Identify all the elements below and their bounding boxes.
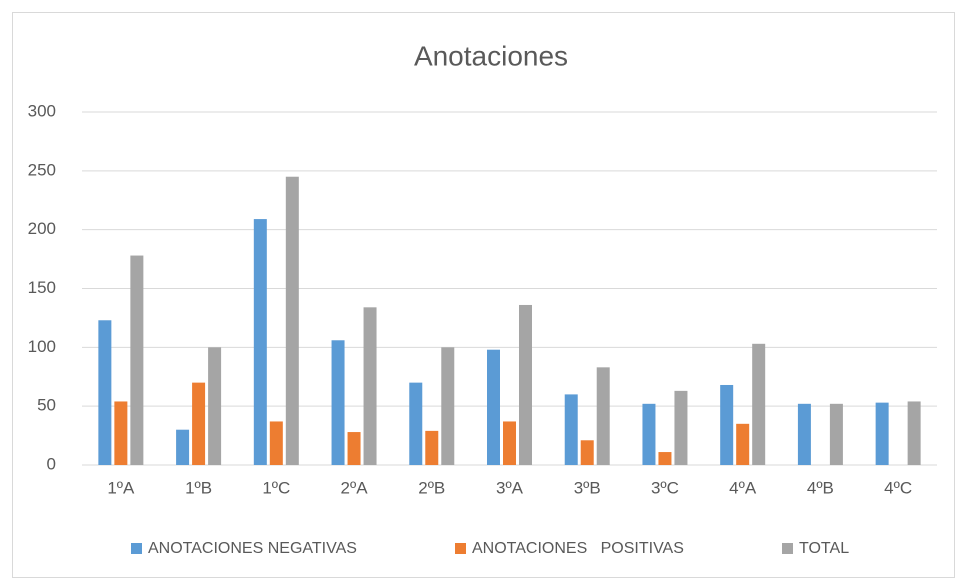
bar [176, 429, 190, 465]
x-tick-label: 1ºA [107, 478, 135, 497]
bar [347, 432, 361, 465]
legend-swatch [782, 543, 793, 554]
bar [519, 304, 532, 465]
bar [564, 394, 578, 465]
bar [331, 340, 345, 465]
y-tick-label: 250 [28, 160, 56, 179]
bar [596, 367, 610, 465]
bar [98, 320, 112, 465]
bar [720, 384, 734, 465]
x-tick-label: 3ºA [496, 478, 524, 497]
chart-title: Anotaciones [414, 40, 568, 71]
bar [425, 430, 439, 465]
x-tick-label: 3ºB [574, 478, 601, 497]
x-tick-label: 2ºA [341, 478, 369, 497]
bar [797, 403, 811, 465]
bar [580, 440, 594, 465]
y-tick-label: 150 [28, 278, 56, 297]
bar [829, 403, 843, 465]
legend-label: ANOTACIONES NEGATIVAS [148, 540, 357, 557]
bar [487, 349, 500, 465]
x-tick-label: 1ºC [262, 478, 290, 497]
x-tick-label: 2ºB [418, 478, 445, 497]
bar [674, 390, 688, 465]
x-tick-label: 1ºB [185, 478, 212, 497]
chart-frame [12, 12, 955, 578]
legend-label: ANOTACIONES POSITIVAS [472, 540, 684, 557]
bar [363, 307, 377, 465]
x-tick-label: 4ºA [729, 478, 757, 497]
bar [907, 401, 921, 465]
x-tick-label: 4ºC [884, 478, 912, 497]
legend-label: TOTAL [799, 540, 849, 557]
bar [658, 452, 672, 465]
bar [208, 347, 222, 465]
y-tick-label: 200 [28, 219, 56, 238]
bar [736, 423, 750, 465]
legend-swatch [455, 543, 466, 554]
bar [503, 421, 516, 465]
bar [409, 382, 423, 465]
bar [253, 219, 267, 465]
bar [875, 402, 889, 465]
y-tick-label: 300 [28, 101, 56, 120]
bar [114, 401, 128, 465]
bar [752, 343, 766, 465]
y-tick-label: 50 [37, 396, 56, 415]
x-tick-label: 4ºB [807, 478, 834, 497]
bar [130, 255, 144, 465]
bar [285, 176, 299, 465]
y-tick-label: 0 [47, 454, 56, 473]
bar [642, 403, 656, 465]
y-tick-label: 100 [28, 337, 56, 356]
x-tick-label: 3ºC [651, 478, 679, 497]
bar [441, 347, 455, 465]
legend-swatch [131, 543, 142, 554]
bar [269, 421, 283, 465]
bar [192, 382, 206, 465]
